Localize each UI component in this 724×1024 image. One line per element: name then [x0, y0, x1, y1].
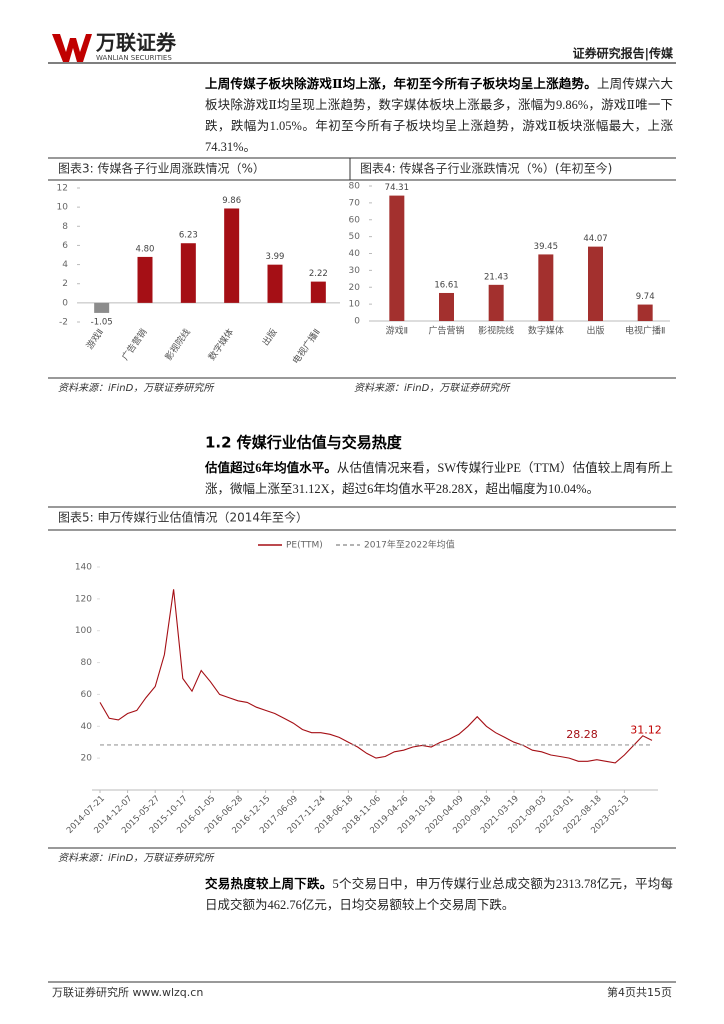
value-label: 9.74: [636, 292, 655, 302]
annotation: 28.28: [566, 728, 598, 741]
y-tick-label: 40: [349, 249, 361, 259]
paragraph: 交易热度较上周下跌。5个交易日中，申万传媒行业总成交额为2313.78亿元，平均…: [205, 874, 673, 916]
paragraph-lead: 估值超过6年均值水平。: [205, 461, 337, 475]
y-tick-label: 6: [62, 241, 68, 251]
y-tick-label: 60: [349, 215, 361, 225]
y-tick-label: 20: [349, 283, 361, 293]
y-tick-label: -2: [59, 318, 68, 328]
figure-title: 图表3: 传媒各子行业周涨跌情况（%）: [58, 161, 265, 176]
value-label: 39.45: [534, 242, 558, 252]
y-tick-label: 10: [57, 203, 69, 213]
bar: [439, 292, 454, 321]
bar: [267, 264, 283, 303]
annotation: 31.12: [630, 723, 662, 736]
figure-title: 图表5: 申万传媒行业估值情况（2014年至今）: [58, 510, 308, 525]
y-tick-label: 50: [349, 232, 361, 242]
y-tick-label: 120: [75, 594, 92, 604]
x-tick-label: 出版: [586, 325, 604, 337]
value-label: 3.99: [266, 252, 285, 262]
value-label: 74.31: [385, 183, 409, 193]
x-tick-label: 游戏Ⅱ: [83, 326, 106, 351]
brand-en: WANLIAN SECURITIES: [96, 54, 172, 62]
value-label: 4.80: [136, 244, 155, 254]
value-label: -1.05: [91, 317, 113, 327]
y-tick-label: 0: [62, 298, 68, 308]
bar: [94, 302, 110, 313]
paragraph: 上周传媒子板块除游戏Ⅱ均上涨，年初至今所有子板块均呈上涨趋势。上周传媒六大板块除…: [205, 74, 673, 158]
paragraph-body: 从估值情况来看，SW传媒行业PE（TTM）估值较上周有所上涨，微幅上涨至31.1…: [205, 461, 673, 496]
y-tick-label: 80: [349, 182, 361, 192]
bar: [310, 281, 326, 303]
value-label: 9.86: [222, 196, 241, 206]
x-tick-label: 电视广播Ⅱ: [625, 325, 665, 337]
report-type: 证券研究报告|传媒: [573, 46, 674, 61]
y-tick-label: 100: [75, 626, 92, 636]
y-tick-label: 80: [81, 658, 93, 668]
x-tick-label: 电视广播Ⅱ: [290, 326, 323, 366]
bar: [224, 208, 240, 303]
source: 资料来源：iFinD，万联证券研究所: [354, 382, 511, 394]
y-tick-label: 30: [349, 266, 361, 276]
paragraph-body: 上周传媒六大板块除游戏Ⅱ均呈现上涨趋势，数字媒体板块上涨最多，涨幅为9.86%，…: [205, 77, 673, 154]
x-tick-label: 广告营销: [428, 325, 464, 337]
bar: [180, 243, 196, 303]
bar: [137, 256, 153, 303]
value-label: 16.61: [434, 280, 458, 290]
bar: [588, 246, 603, 321]
value-label: 21.43: [484, 272, 508, 282]
y-tick-label: 0: [354, 317, 360, 327]
x-tick-label: 影视院线: [478, 325, 514, 337]
x-tick-label: 数字媒体: [528, 325, 564, 337]
value-label: 2.22: [309, 269, 328, 279]
y-tick-label: 12: [57, 184, 68, 194]
legend-label: PE(TTM): [286, 541, 323, 551]
logo-mark: [52, 34, 92, 62]
y-tick-label: 140: [75, 563, 92, 573]
y-tick-label: 10: [349, 300, 361, 310]
source: 资料来源：iFinD，万联证券研究所: [58, 852, 215, 864]
footer-left: 万联证券研究所 www.wlzq.cn: [52, 985, 203, 999]
y-tick-label: 20: [81, 754, 93, 764]
pe-line: [99, 589, 653, 764]
y-tick-label: 4: [62, 260, 68, 270]
x-tick-label: 数字媒体: [206, 326, 236, 362]
bar: [488, 284, 504, 321]
x-tick-label: 广告营销: [119, 326, 149, 362]
legend-label: 2017年至2022年均值: [364, 539, 455, 551]
bar: [538, 254, 554, 321]
x-tick-label: 出版: [259, 326, 279, 348]
value-label: 6.23: [179, 231, 198, 241]
bar: [637, 304, 653, 321]
x-tick-label: 游戏Ⅱ: [386, 325, 408, 337]
y-tick-label: 40: [81, 722, 93, 732]
y-tick-label: 70: [349, 198, 361, 208]
y-tick-label: 8: [62, 222, 68, 232]
paragraph-lead: 交易热度较上周下跌。: [205, 877, 333, 891]
footer-page: 第4页共15页: [607, 985, 672, 999]
bar: [389, 195, 405, 321]
paragraph-body: 5个交易日中，申万传媒行业总成交额为2313.78亿元，平均每日成交额为462.…: [205, 877, 673, 912]
paragraph: 估值超过6年均值水平。从估值情况来看，SW传媒行业PE（TTM）估值较上周有所上…: [205, 458, 673, 500]
section-title: 1.2 传媒行业估值与交易热度: [205, 434, 403, 452]
source: 资料来源：iFinD，万联证券研究所: [58, 382, 215, 394]
paragraph-lead: 上周传媒子板块除游戏Ⅱ均上涨，年初至今所有子板块均呈上涨趋势。: [205, 77, 597, 91]
value-label: 44.07: [583, 234, 607, 244]
y-tick-label: 2: [62, 279, 68, 289]
figure-title: 图表4: 传媒各子行业涨跌情况（%）(年初至今): [360, 161, 612, 176]
y-tick-label: 60: [81, 690, 93, 700]
x-tick-label: 影视院线: [162, 326, 192, 362]
brand: 万联证券: [95, 31, 177, 55]
